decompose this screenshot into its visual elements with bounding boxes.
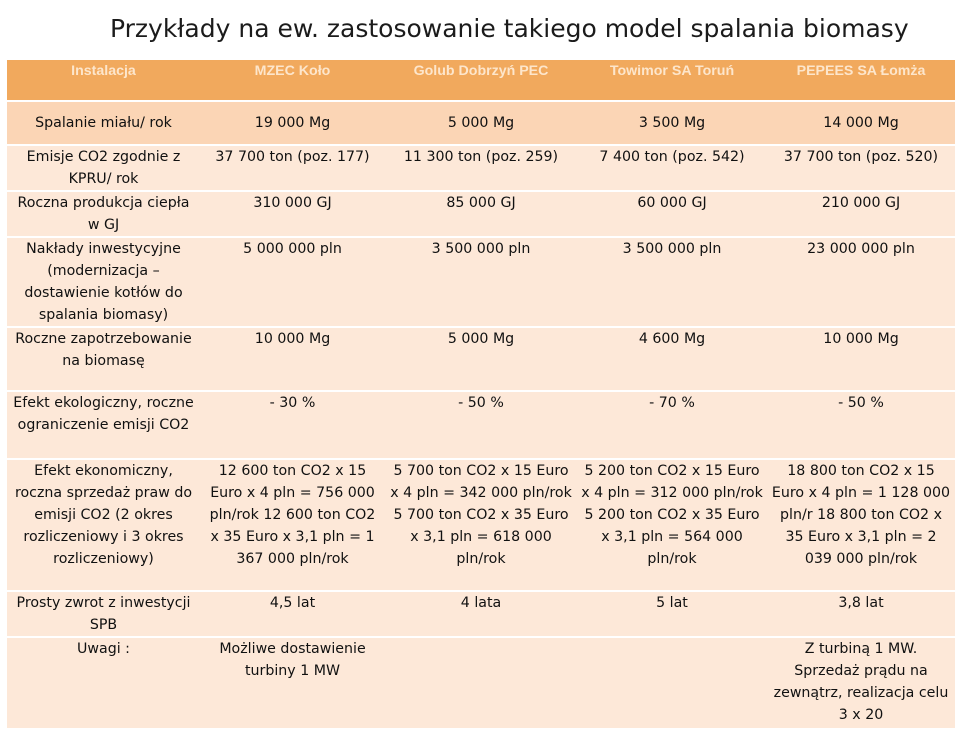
table-cell: Możliwe dostawienie turbiny 1 MW: [200, 637, 385, 730]
table-cell: 5 700 ton CO2 x 15 Euro x 4 pln = 342 00…: [385, 459, 577, 592]
table-row: Uwagi : Możliwe dostawienie turbiny 1 MW…: [7, 637, 955, 730]
row-label: Efekt ekologiczny, roczne ograniczenie e…: [7, 391, 200, 460]
table-cell: 3 500 000 pln: [577, 237, 767, 328]
table-cell: - 50 %: [385, 391, 577, 460]
table-cell: 3 500 Mg: [577, 101, 767, 146]
header-cell: Golub Dobrzyń PEC: [385, 60, 577, 102]
table-header-row: Instalacja MZEC Koło Golub Dobrzyń PEC T…: [7, 60, 955, 102]
header-cell: PEPEES SA Łomża: [767, 60, 955, 102]
table-cell: [385, 637, 577, 730]
table-cell: - 50 %: [767, 391, 955, 460]
table-row: Efekt ekologiczny, roczne ograniczenie e…: [7, 391, 955, 460]
table-cell: 37 700 ton (poz. 177): [200, 145, 385, 192]
table-cell: 23 000 000 pln: [767, 237, 955, 328]
table-cell: 3,8 lat: [767, 591, 955, 638]
row-label: Nakłady inwestycyjne (modernizacja – dos…: [7, 237, 200, 328]
header-cell: Towimor SA Toruń: [577, 60, 767, 102]
row-label: Prosty zwrot z inwestycji SPB: [7, 591, 200, 638]
table-cell: 210 000 GJ: [767, 191, 955, 238]
table-cell: 10 000 Mg: [767, 327, 955, 392]
table-cell: 19 000 Mg: [200, 101, 385, 146]
table-cell: 5 000 Mg: [385, 101, 577, 146]
table-cell: 5 000 Mg: [385, 327, 577, 392]
table-row: Emisje CO2 zgodnie z KPRU/ rok 37 700 to…: [7, 145, 955, 192]
table-cell: 7 400 ton (poz. 542): [577, 145, 767, 192]
table-row: Prosty zwrot z inwestycji SPB 4,5 lat 4 …: [7, 591, 955, 638]
table-cell: 4,5 lat: [200, 591, 385, 638]
table-row: Spalanie miału/ rok 19 000 Mg 5 000 Mg 3…: [7, 101, 955, 146]
header-cell: Instalacja: [7, 60, 200, 102]
table-cell: 12 600 ton CO2 x 15 Euro x 4 pln = 756 0…: [200, 459, 385, 592]
table-cell: 85 000 GJ: [385, 191, 577, 238]
table-cell: 5 000 000 pln: [200, 237, 385, 328]
row-label: Spalanie miału/ rok: [7, 101, 200, 146]
table-cell: 14 000 Mg: [767, 101, 955, 146]
table-cell: [577, 637, 767, 730]
table-cell: 4 lata: [385, 591, 577, 638]
table-row: Roczna produkcja ciepła w GJ 310 000 GJ …: [7, 191, 955, 238]
row-label: Uwagi :: [7, 637, 200, 730]
table-cell: 310 000 GJ: [200, 191, 385, 238]
table-cell: Z turbiną 1 MW. Sprzedaż prądu na zewnąt…: [767, 637, 955, 730]
row-label: Roczna produkcja ciepła w GJ: [7, 191, 200, 238]
table-row: Roczne zapotrzebowanie na biomasę 10 000…: [7, 327, 955, 392]
table-row: Nakłady inwestycyjne (modernizacja – dos…: [7, 237, 955, 328]
table-cell: 37 700 ton (poz. 520): [767, 145, 955, 192]
row-label: Emisje CO2 zgodnie z KPRU/ rok: [7, 145, 200, 192]
header-cell: MZEC Koło: [200, 60, 385, 102]
table-cell: 18 800 ton CO2 x 15 Euro x 4 pln = 1 128…: [767, 459, 955, 592]
table-cell: 5 200 ton CO2 x 15 Euro x 4 pln = 312 00…: [577, 459, 767, 592]
data-table: Instalacja MZEC Koło Golub Dobrzyń PEC T…: [7, 60, 955, 730]
table-cell: - 70 %: [577, 391, 767, 460]
table-cell: - 30 %: [200, 391, 385, 460]
table-cell: 60 000 GJ: [577, 191, 767, 238]
table-cell: 5 lat: [577, 591, 767, 638]
row-label: Efekt ekonomiczny, roczna sprzedaż praw …: [7, 459, 200, 592]
slide-title: Przykłady na ew. zastosowanie takiego mo…: [0, 0, 960, 56]
table-cell: 11 300 ton (poz. 259): [385, 145, 577, 192]
row-label: Roczne zapotrzebowanie na biomasę: [7, 327, 200, 392]
table-cell: 10 000 Mg: [200, 327, 385, 392]
table-cell: 4 600 Mg: [577, 327, 767, 392]
table-row: Efekt ekonomiczny, roczna sprzedaż praw …: [7, 459, 955, 592]
table-cell: 3 500 000 pln: [385, 237, 577, 328]
